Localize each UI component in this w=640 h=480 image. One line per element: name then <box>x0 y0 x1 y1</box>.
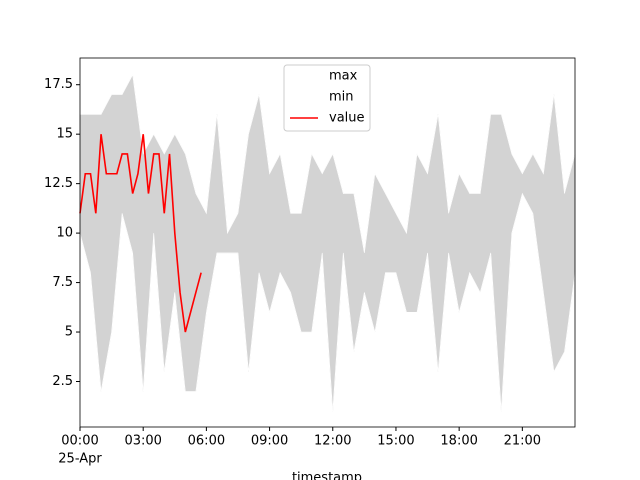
y-tick-label: 10 <box>56 226 73 241</box>
legend-label: min <box>329 90 354 105</box>
plot-frame <box>79 57 576 428</box>
legend-label: max <box>329 69 358 84</box>
y-tick-label: 12.5 <box>44 176 73 191</box>
y-tick-label: 17.5 <box>44 77 73 92</box>
x-tick-label: 03:00 <box>124 434 161 449</box>
legend-box <box>283 64 371 132</box>
x-tick-label: 06:00 <box>188 434 225 449</box>
y-tick-label: 2.5 <box>52 374 73 389</box>
legend-label: value <box>329 111 365 126</box>
x-axis-label: timestamp <box>292 471 362 480</box>
series-line <box>79 192 576 412</box>
x-tick-label: 15:00 <box>377 434 414 449</box>
series-line <box>80 73 576 253</box>
x-tick-label: 12:00 <box>314 434 351 449</box>
legend: max min value <box>283 64 371 132</box>
y-tick-label: 7.5 <box>52 275 73 290</box>
x-tick-label: 18:00 <box>440 434 477 449</box>
x-tick-label: 21:00 <box>504 434 541 449</box>
x-tick-label: 09:00 <box>251 434 288 449</box>
y-tick-label: 15 <box>56 127 73 142</box>
y-tick-label: 5 <box>65 325 73 340</box>
date-label: 25-Apr <box>58 452 102 467</box>
x-tick-label: 00:00 <box>61 434 98 449</box>
series-line <box>79 134 202 333</box>
